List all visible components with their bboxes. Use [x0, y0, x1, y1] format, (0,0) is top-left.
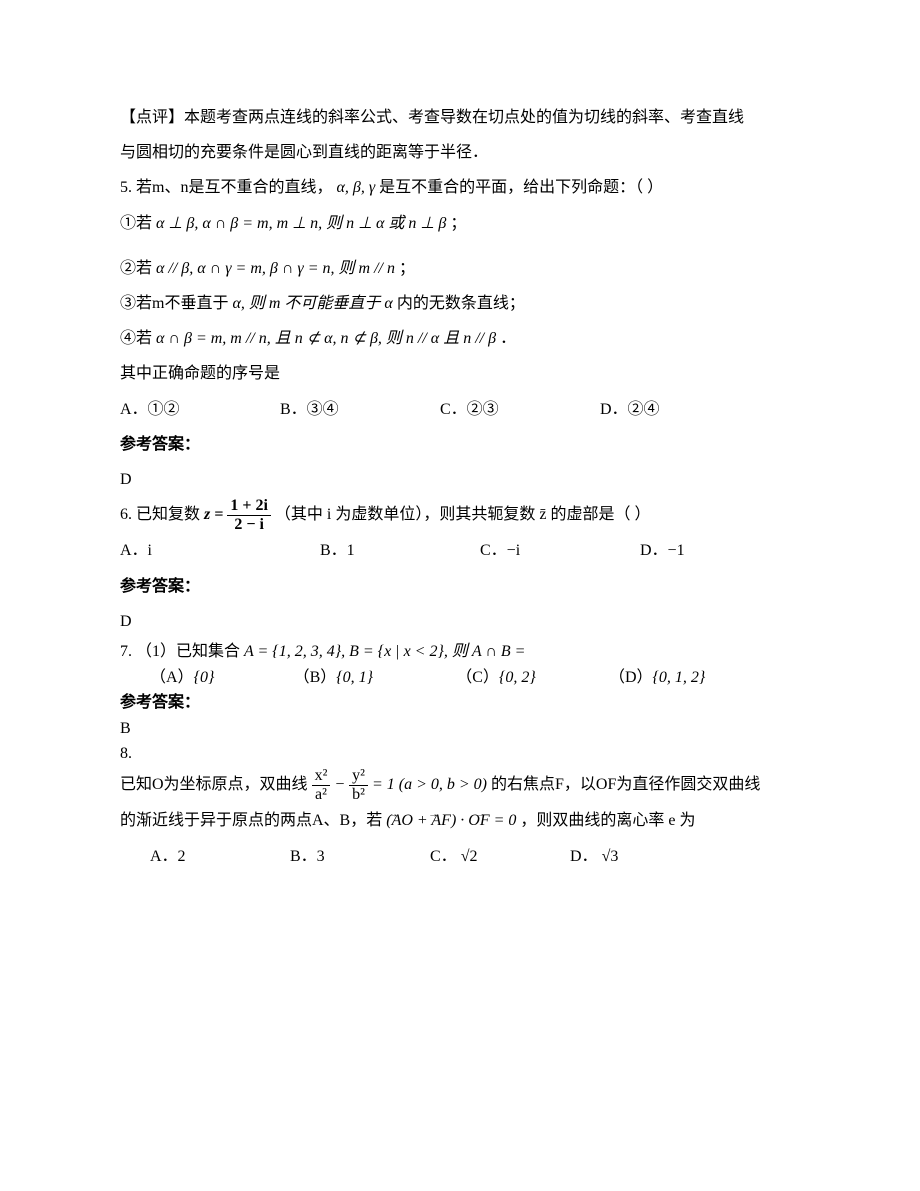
q5-s3-mid: α, 则 m 不可能垂直于 α: [232, 295, 392, 312]
q8-line1-pre: 已知O为坐标原点，双曲线: [120, 776, 312, 793]
q6-frac-den: 2 − i: [227, 516, 271, 534]
q8-hyp-eq: = 1 (a > 0, b > 0): [372, 776, 487, 793]
q8-optc-val: √2: [461, 848, 478, 865]
q5-s1: ①若 α ⊥ β, α ∩ β = m, m ⊥ n, 则 n ⊥ α 或 n …: [120, 206, 800, 241]
q5-options: A．①② B．③④ C．②③ D．②④: [120, 392, 800, 427]
q5-intro-planes: α, β, γ: [336, 179, 375, 196]
q5-answer-label: 参考答案：: [120, 427, 800, 462]
q5-s1-pre: ①若: [120, 215, 152, 232]
gap: [120, 241, 800, 251]
q8-line2-post: ，则双曲线的离心率 e 为: [520, 812, 695, 829]
q6-opt-c: C．−i: [480, 533, 640, 568]
q6-mid: （其中 i 为虚数单位），则其共轭复数 z̄ 的虚部是（ ）: [275, 506, 651, 523]
q7-opta-val: {0}: [194, 665, 294, 691]
q5-s1-formula: α ⊥ β, α ∩ β = m, m ⊥ n, 则 n ⊥ α 或 n ⊥ β: [156, 215, 446, 232]
q7-optb-label: （B）: [294, 665, 337, 691]
q6-answer: D: [120, 604, 800, 639]
q8-optd-pre: D．: [570, 848, 598, 865]
q8-line1-post: 的右焦点F，以OF为直径作圆交双曲线: [491, 776, 760, 793]
q5-opt-b: B．③④: [280, 392, 440, 427]
q5-s4-post: ．: [500, 330, 516, 347]
q7-opta-label: （A）: [150, 665, 194, 691]
q6-frac: 1 + 2i 2 − i: [227, 497, 271, 533]
q8-hyp-a: a²: [312, 786, 331, 804]
q8-frac1: x² a²: [312, 767, 331, 803]
q5-s4-formula: α ∩ β = m, m // n, 且 n ⊄ α, n ⊄ β, 则 n /…: [156, 330, 496, 347]
q5-s1-post: ；: [450, 215, 466, 232]
comment-line1: 【点评】本题考查两点连线的斜率公式、考查导数在切点处的值为切线的斜率、考查直线: [120, 100, 800, 135]
q8-hyp-x: x²: [312, 767, 331, 786]
q5-opt-d: D．②④: [600, 392, 760, 427]
q7-answer: B: [120, 716, 800, 742]
q5-intro: 5. 若m、n是互不重合的直线， α, β, γ 是互不重合的平面，给出下列命题…: [120, 170, 800, 205]
q6-zeq: z =: [204, 506, 223, 523]
q6-pre: 6. 已知复数: [120, 506, 204, 523]
q6-opt-d: D．−1: [640, 533, 780, 568]
q7-line: 7. （1）已知集合 A = {1, 2, 3, 4}, B = {x | x …: [120, 639, 800, 665]
q8-line1: 已知O为坐标原点，双曲线 x² a² − y² b² = 1 (a > 0, b…: [120, 767, 800, 803]
q8-line2-pre: 的渐近线于异于原点的两点A、B，若: [120, 812, 382, 829]
q8-opt-b: B．3: [290, 839, 430, 874]
q8-opt-c: C． √2: [430, 839, 570, 874]
q5-s2-formula: α // β, α ∩ γ = m, β ∩ γ = n, 则 m // n: [156, 260, 395, 277]
q8-optd-val: √3: [602, 848, 619, 865]
q7-pre: 7. （1）已知集合: [120, 643, 240, 660]
q6-opt-b: B．1: [320, 533, 480, 568]
q8-hyp-y: y²: [349, 767, 368, 786]
q7-options: （A） {0} （B） {0, 1} （C） {0, 2} （D） {0, 1,…: [120, 665, 800, 691]
q5-opt-c: C．②③: [440, 392, 600, 427]
q8-hyp-b: b²: [349, 786, 368, 804]
q6-line: 6. 已知复数 z = 1 + 2i 2 − i （其中 i 为虚数单位），则其…: [120, 497, 800, 533]
q7-optc-label: （C）: [456, 665, 499, 691]
q8-line2: 的渐近线于异于原点的两点A、B，若 → → → (AO + AF) · OF =…: [120, 803, 800, 838]
q5-answer: D: [120, 462, 800, 497]
q5-s4: ④若 α ∩ β = m, m // n, 且 n ⊄ α, n ⊄ β, 则 …: [120, 321, 800, 356]
q8-opt-d: D． √3: [570, 839, 618, 874]
q7-answer-label: 参考答案：: [120, 690, 800, 716]
q8-opt-a: A．2: [150, 839, 290, 874]
q8-frac2: y² b²: [349, 767, 368, 803]
q6-opt-a: A．i: [120, 533, 320, 568]
q5-s2-post: ；: [399, 260, 415, 277]
q8-optc-pre: C．: [430, 848, 457, 865]
q7-optb-val: {0, 1}: [336, 665, 456, 691]
q5-s3-post: 内的无数条直线；: [397, 295, 525, 312]
q7-optd-val: {0, 1, 2}: [653, 665, 706, 691]
q7-optc-val: {0, 2}: [499, 665, 609, 691]
q5-s3: ③若m不垂直于 α, 则 m 不可能垂直于 α 内的无数条直线；: [120, 286, 800, 321]
comment-line2: 与圆相切的充要条件是圆心到直线的距离等于半径．: [120, 135, 800, 170]
q5-opt-a: A．①②: [120, 392, 280, 427]
q6-options: A．i B．1 C．−i D．−1: [120, 533, 800, 568]
q7-sets: A = {1, 2, 3, 4}, B = {x | x < 2}, 则 A ∩…: [244, 643, 525, 660]
q6-frac-num: 1 + 2i: [227, 497, 271, 516]
q7-optd-label: （D）: [609, 665, 653, 691]
q5-s3-pre: ③若m不垂直于: [120, 295, 228, 312]
q5-s2-pre: ②若: [120, 260, 152, 277]
q8-num: 8.: [120, 741, 800, 767]
q6-answer-label: 参考答案：: [120, 569, 800, 604]
q8-vec-text: (AO + AF) · OF = 0: [386, 812, 516, 829]
q5-s4-pre: ④若: [120, 330, 152, 347]
q5-intro-pre: 5. 若m、n是互不重合的直线，: [120, 179, 332, 196]
q8-vec: → → → (AO + AF) · OF = 0: [386, 810, 520, 829]
q5-intro-post: 是互不重合的平面，给出下列命题：（ ）: [379, 179, 663, 196]
q8-options: A．2 B．3 C． √2 D． √3: [120, 839, 800, 874]
q5-s2: ②若 α // β, α ∩ γ = m, β ∩ γ = n, 则 m // …: [120, 251, 800, 286]
q5-prompt: 其中正确命题的序号是: [120, 356, 800, 391]
q8-minus: −: [334, 776, 349, 793]
